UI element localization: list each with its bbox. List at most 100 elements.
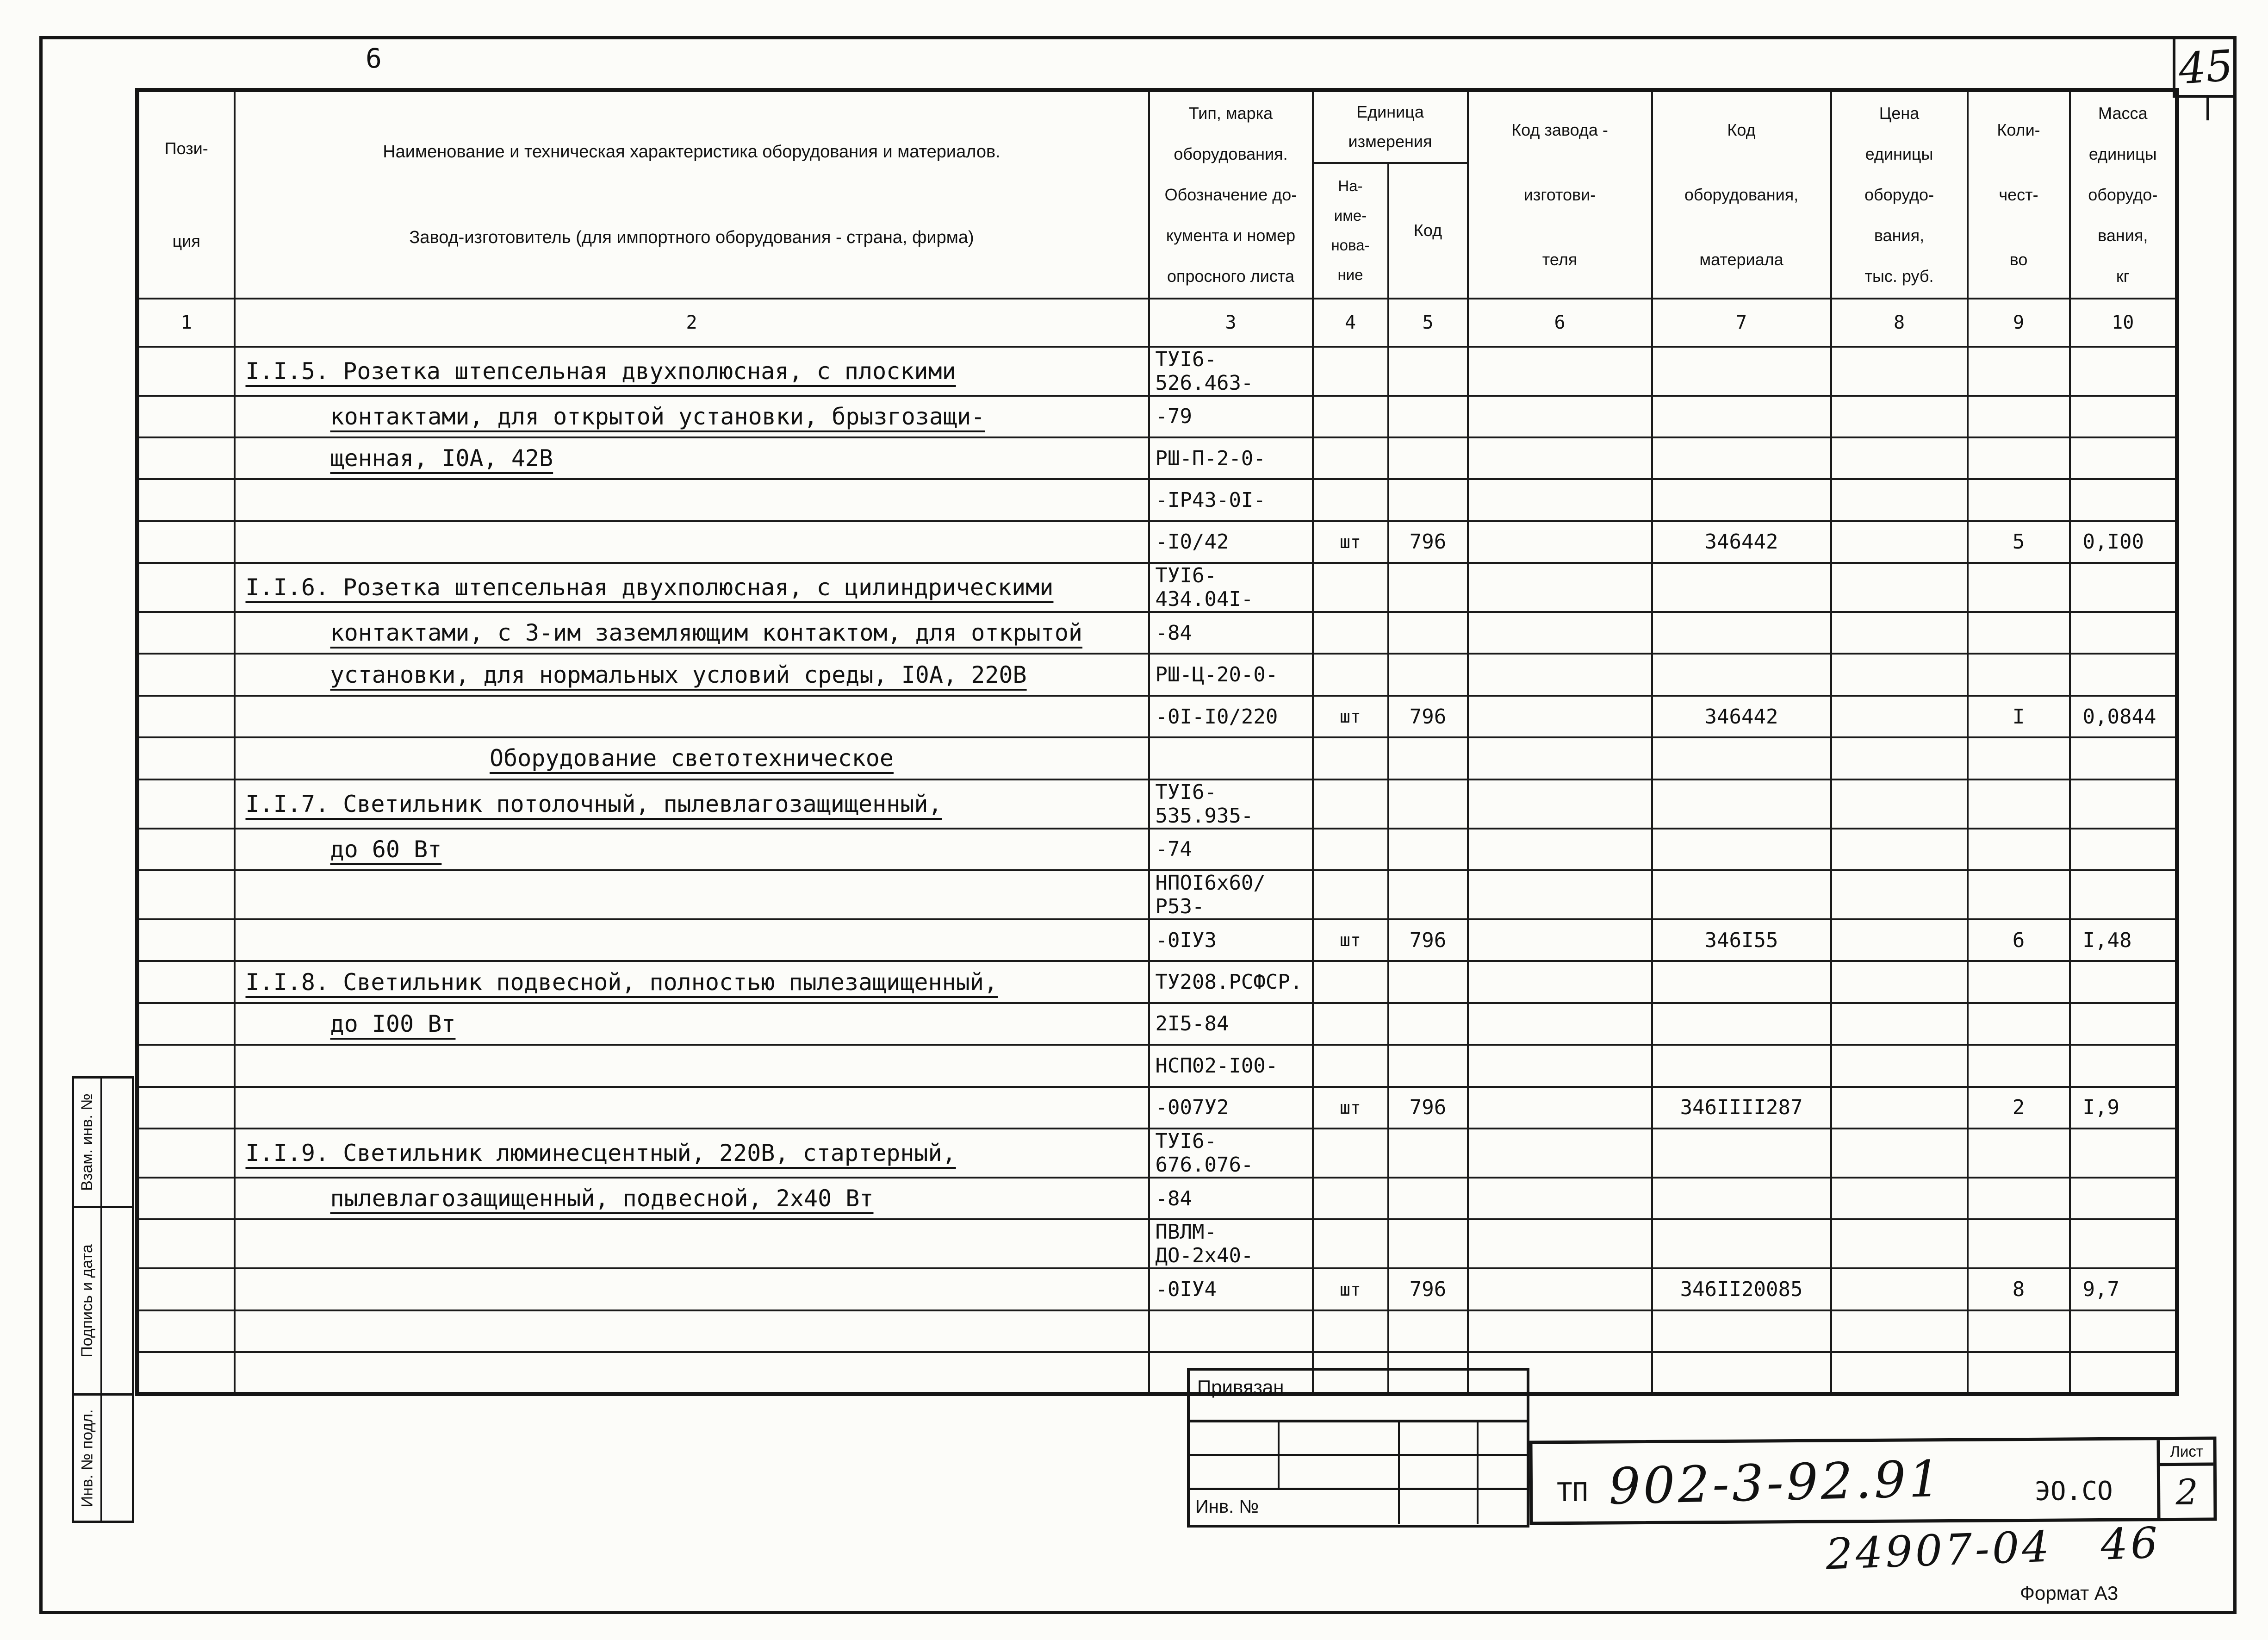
cell-col7: 346IIII287 (1651, 1085, 1832, 1129)
cell-col7 (1651, 960, 1832, 1004)
cell-col6 (1466, 1176, 1653, 1221)
cell-col5 (1387, 1002, 1469, 1046)
side-label-inv: Инв. № подл. (78, 1409, 96, 1507)
cell-col9 (1966, 869, 2071, 921)
cell-col8 (1830, 960, 1969, 1004)
cell-col1 (136, 1085, 236, 1129)
cell-col4 (1311, 960, 1389, 1004)
table-row: I.I.6. Розетка штепсельная двухполюсная,… (136, 562, 2178, 613)
cell-col3: -84 (1148, 611, 1314, 655)
cell-col10 (2069, 869, 2178, 921)
title-stamp: ТП 902-3-92.91 ЭО.СО Лист 2 (1529, 1436, 2217, 1525)
cell-col1 (136, 960, 236, 1004)
table-row: ПВЛМ-ДО-2х40- (136, 1218, 2178, 1270)
side-box-inv: Инв. № подл. (72, 1393, 134, 1523)
cell-col7 (1651, 778, 1832, 829)
bind-stamp-row (1190, 1422, 1527, 1456)
cell-col7 (1651, 562, 1832, 613)
cell-col5 (1387, 562, 1469, 613)
frame-bottom (39, 1611, 2237, 1614)
cell-col9 (1966, 562, 2071, 613)
cell-col7 (1651, 1218, 1832, 1270)
cell-col4 (1311, 827, 1389, 872)
cell-col10 (2069, 562, 2178, 613)
cell-col9 (1966, 1176, 2071, 1221)
cell-col5 (1387, 345, 1469, 397)
cell-col4 (1311, 345, 1389, 397)
cell-col6 (1466, 394, 1653, 438)
cell-col10 (2069, 394, 2178, 438)
cell-col7 (1651, 611, 1832, 655)
cell-col10 (2069, 653, 2178, 697)
table-row: -IР43-0I- (136, 478, 2178, 522)
cell-col6 (1466, 520, 1653, 564)
cell-col6 (1466, 1044, 1653, 1088)
col-numbers-row: 1 2 3 4 5 6 7 8 9 10 (136, 297, 2178, 348)
cell-col4: шт (1311, 918, 1389, 962)
table-row (136, 1351, 2178, 1395)
cell-col2 (233, 1218, 1150, 1270)
bind-stamp-row-inv: Инв. № (1190, 1490, 1527, 1524)
table-row: до I00 Вт 2I5-84 (136, 1002, 2178, 1046)
cell-col5 (1387, 611, 1469, 655)
cell-col9: 6 (1966, 918, 2071, 962)
cell-col10 (2069, 436, 2178, 480)
cell-col2 (233, 694, 1150, 739)
cell-col1 (136, 1044, 236, 1088)
cell-col9 (1966, 394, 2071, 438)
cell-col8 (1830, 345, 1969, 397)
table-row: установки, для нормальных условий среды,… (136, 653, 2178, 697)
cell-col1 (136, 611, 236, 655)
cell-col8 (1830, 1085, 1969, 1129)
table-row: I.I.8. Светильник подвесной, полностью п… (136, 960, 2178, 1004)
cell-col10: 0,0844 (2069, 694, 2178, 739)
bind-stamp: Привязан Инв. № (1187, 1368, 1529, 1528)
spec-table-header: Пози- ция Наименование и техническая хар… (136, 89, 2178, 348)
cell-col6 (1466, 960, 1653, 1004)
cell-col10 (2069, 1127, 2178, 1179)
header-mass: Масса единицы оборудо- вания, кг (2069, 89, 2178, 299)
cell-col5 (1387, 827, 1469, 872)
cell-col3: ТУI6-526.463- (1148, 345, 1314, 397)
frame-top (39, 36, 2237, 39)
cell-col4 (1311, 1002, 1389, 1046)
cell-col8 (1830, 1309, 1969, 1353)
cell-col7 (1651, 478, 1832, 522)
col-number: 2 (233, 297, 1150, 348)
cell-col10 (2069, 778, 2178, 829)
cell-col1 (136, 653, 236, 697)
cell-col3: -0IУЗ (1148, 918, 1314, 962)
sheet-number-box: 45 (2173, 39, 2236, 98)
cell-col2: I.I.7. Светильник потолочный, пылевлагоз… (233, 778, 1150, 829)
cell-col2 (233, 1267, 1150, 1311)
col-number: 4 (1311, 297, 1389, 348)
cell-col9 (1966, 1002, 2071, 1046)
cell-col6 (1466, 918, 1653, 962)
frame-right (2233, 36, 2237, 1614)
cell-col8 (1830, 520, 1969, 564)
col-number: 5 (1387, 297, 1469, 348)
cell-col9 (1966, 1309, 2071, 1353)
cell-col7 (1651, 1127, 1832, 1179)
cell-col4: шт (1311, 694, 1389, 739)
table-row: пылевлагозащищенный, подвесной, 2х40 Вт -… (136, 1176, 2178, 1221)
cell-col10 (2069, 345, 2178, 397)
cell-col3: ТУ208.РСФСР. (1148, 960, 1314, 1004)
cell-col9 (1966, 1218, 2071, 1270)
cell-col3: -79 (1148, 394, 1314, 438)
cell-col8 (1830, 394, 1969, 438)
cell-col1 (136, 520, 236, 564)
cell-col10: I,9 (2069, 1085, 2178, 1129)
header-unit-name: На- име- нова- ние (1311, 162, 1389, 299)
cell-col5 (1387, 960, 1469, 1004)
table-row: контактами, с 3-им заземляющим контактом… (136, 611, 2178, 655)
table-row: I.I.7. Светильник потолочный, пылевлагоз… (136, 778, 2178, 829)
cell-col7 (1651, 736, 1832, 780)
cell-col5: 796 (1387, 520, 1469, 564)
bind-stamp-row (1190, 1456, 1527, 1490)
cell-col8 (1830, 827, 1969, 872)
cell-col4: шт (1311, 1085, 1389, 1129)
cell-col8 (1830, 1002, 1969, 1046)
cell-col2 (233, 1351, 1150, 1395)
cell-col4 (1311, 478, 1389, 522)
